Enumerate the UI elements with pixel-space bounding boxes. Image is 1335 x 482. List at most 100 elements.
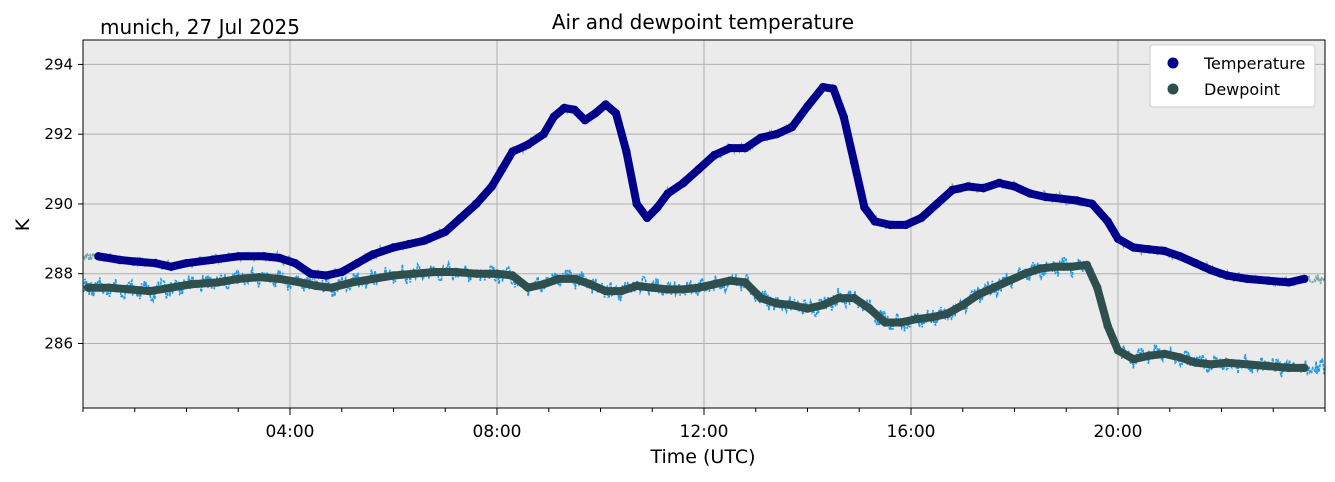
- dewpoint-point: [1191, 358, 1200, 367]
- dewpoint-point: [912, 314, 921, 324]
- x-tick-label: 04:00: [266, 422, 315, 442]
- dewpoint-point: [632, 281, 641, 291]
- dewpoint-point: [347, 278, 357, 287]
- temperature-point: [130, 257, 139, 266]
- dewpoint-point: [1051, 262, 1061, 271]
- temperature-point: [208, 255, 217, 264]
- temperature-point: [115, 255, 124, 264]
- temperature-point: [710, 150, 719, 160]
- temperature-point: [353, 259, 362, 268]
- dewpoint-point: [146, 286, 155, 296]
- dewpoint-point: [974, 290, 983, 299]
- dewpoint-point: [849, 293, 859, 303]
- temperature-point: [756, 133, 766, 142]
- dewpoint-point: [1300, 363, 1309, 373]
- dewpoint-point: [368, 274, 377, 284]
- temperature-point: [151, 259, 160, 268]
- legend-box: [1149, 44, 1316, 108]
- dewpoint-point: [1005, 276, 1014, 285]
- temperature-point: [1129, 243, 1138, 252]
- temperature-point: [886, 220, 895, 230]
- temperature-point: [1160, 246, 1169, 256]
- temperature-point: [94, 252, 103, 261]
- dewpoint-point: [1036, 264, 1045, 273]
- chart-title: Air and dewpoint temperature: [552, 10, 854, 34]
- temperature-point: [389, 243, 398, 252]
- temperature-point: [322, 271, 331, 280]
- temperature-point: [870, 217, 879, 226]
- y-tick-label: 288: [44, 265, 73, 283]
- dewpoint-point: [772, 299, 781, 308]
- legend: Temperature Dewpoint: [1149, 44, 1316, 108]
- temperature-point: [772, 130, 781, 139]
- dewpoint-point: [880, 318, 890, 327]
- dewpoint-point: [741, 278, 750, 287]
- temperature-point: [622, 147, 631, 156]
- temperature-point: [839, 112, 848, 121]
- temperature-point: [1041, 192, 1050, 202]
- temperature-point: [368, 250, 377, 259]
- temperature-point: [1087, 199, 1097, 209]
- temperature-point: [1243, 274, 1252, 284]
- temperature-point: [539, 130, 548, 139]
- dewpoint-point: [84, 283, 93, 292]
- temperature-point: [601, 100, 610, 109]
- temperature-point: [663, 189, 672, 198]
- temperature-point: [472, 199, 481, 209]
- dewpoint-point: [1082, 260, 1092, 270]
- temperature-point: [1010, 182, 1019, 191]
- temperature-point: [591, 109, 600, 118]
- temperature-point: [901, 220, 910, 230]
- temperature-point: [291, 259, 300, 268]
- temperature-point: [420, 236, 429, 245]
- temperature-point: [498, 164, 507, 174]
- dewpoint-point: [663, 285, 672, 294]
- temperature-point: [1222, 271, 1231, 280]
- temperature-point: [1284, 278, 1294, 287]
- temperature-point: [1113, 234, 1123, 243]
- temperature-point: [994, 178, 1004, 188]
- temperature-point: [829, 84, 838, 94]
- dewpoint-point: [523, 283, 533, 292]
- x-tick-label: 12:00: [680, 422, 729, 442]
- legend-dewpoint-label: Dewpoint: [1204, 80, 1280, 99]
- temperature-point: [166, 262, 176, 271]
- dewpoint-point: [1207, 360, 1216, 369]
- dewpoint-point: [1103, 321, 1112, 331]
- dewpoint-point: [166, 283, 176, 292]
- temperature-point: [679, 178, 688, 188]
- y-tick-label: 290: [44, 195, 73, 213]
- dewpoint-point: [927, 313, 936, 322]
- temperature-point: [932, 199, 942, 209]
- temperature-point: [653, 203, 662, 212]
- temperature-point: [642, 213, 652, 223]
- x-tick-label: 20:00: [1094, 422, 1143, 442]
- dewpoint-point: [1067, 262, 1076, 271]
- dewpoint-point: [104, 283, 114, 292]
- dewpoint-point: [586, 280, 595, 289]
- dewpoint-point: [213, 278, 222, 287]
- temperature-point: [1263, 276, 1273, 285]
- y-tick-label: 292: [44, 125, 73, 143]
- dewpoint-point: [989, 283, 998, 292]
- dewpoint-point: [803, 304, 812, 313]
- temperature-point: [508, 147, 517, 156]
- dewpoint-point: [1284, 363, 1294, 373]
- temperature-point: [487, 182, 496, 191]
- dewpoint-point: [508, 271, 517, 280]
- dewpoint-point: [710, 280, 719, 289]
- temperature-point: [1072, 196, 1081, 205]
- legend-dewpoint-marker: [1167, 83, 1179, 95]
- dewpoint-point: [311, 281, 321, 291]
- dewpoint-point: [787, 300, 797, 310]
- dewpoint-point: [234, 274, 243, 284]
- temperature-point: [1175, 252, 1185, 261]
- dewpoint-point: [958, 300, 967, 310]
- dewpoint-point: [1175, 353, 1185, 362]
- dewpoint-point: [865, 304, 874, 313]
- temperature-point: [948, 185, 957, 195]
- temperature-point: [441, 227, 450, 236]
- x-axis-label: Time (UTC): [649, 446, 755, 468]
